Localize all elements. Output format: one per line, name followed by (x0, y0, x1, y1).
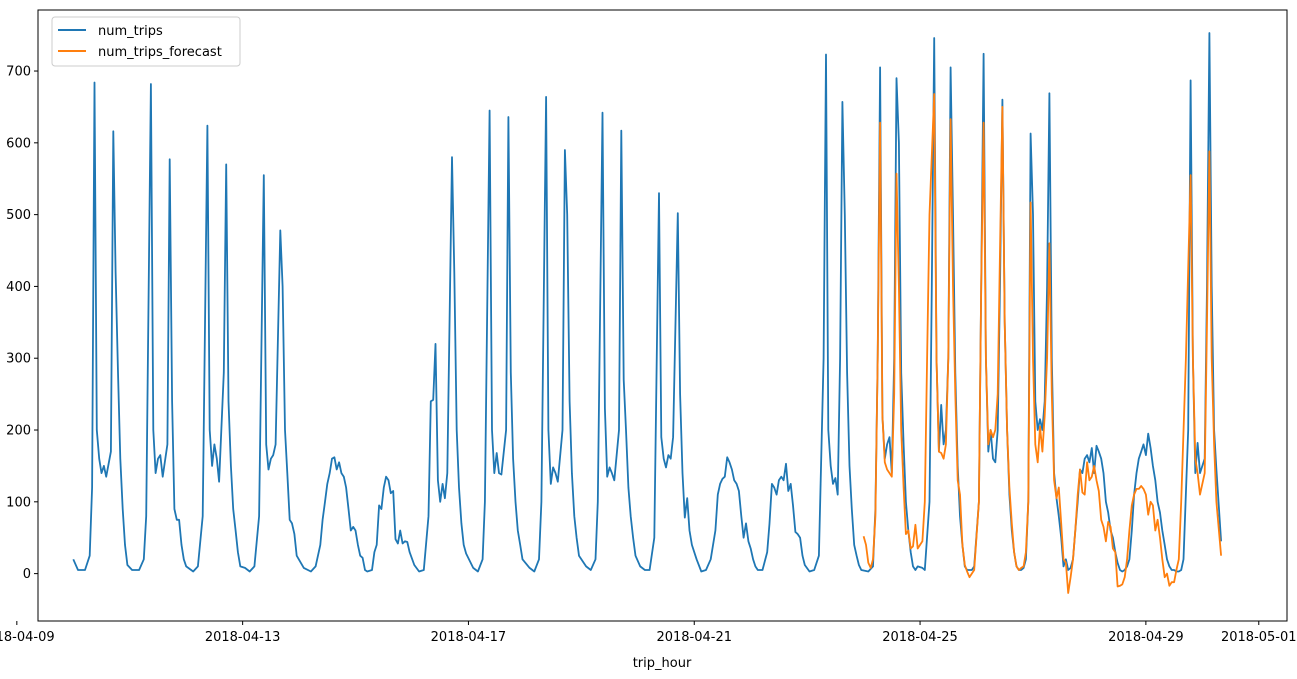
x-tick-label: 2018-04-25 (882, 630, 958, 645)
y-tick-label: 0 (23, 567, 31, 582)
x-tick-label: 2018-05-01 (1221, 630, 1297, 645)
y-tick-label: 200 (6, 424, 31, 439)
y-tick-label: 400 (6, 280, 31, 295)
x-tick-label: 2018-04-13 (205, 630, 281, 645)
x-tick-label: 2018-04-09 (0, 630, 55, 645)
legend-label-num-trips-forecast: num_trips_forecast (98, 45, 222, 60)
plot-area (38, 10, 1287, 621)
y-tick-label: 500 (6, 208, 31, 223)
legend-box (51, 16, 241, 67)
series-layer (72, 32, 1222, 594)
legend-label-num-trips: num_trips (98, 24, 163, 39)
legend: num_trips num_trips_forecast (51, 16, 241, 67)
plot-frame (37, 9, 1288, 622)
x-axis-label: trip_hour (633, 656, 692, 671)
y-tick-label: 700 (6, 65, 31, 80)
y-axis: 0 100 200 300 400 500 600 700 (6, 65, 38, 582)
y-tick-label: 600 (6, 136, 31, 151)
x-axis: 2018-04-09 2018-04-13 2018-04-17 2018-04-21… (0, 621, 1297, 645)
series-line-num-trips-forecast (862, 93, 1222, 594)
x-tick-label: 2018-04-17 (431, 630, 507, 645)
x-tick-label: 2018-04-21 (656, 630, 732, 645)
y-tick-label: 300 (6, 352, 31, 367)
y-tick-label: 100 (6, 495, 31, 510)
x-tick-label: 2018-04-29 (1108, 630, 1184, 645)
